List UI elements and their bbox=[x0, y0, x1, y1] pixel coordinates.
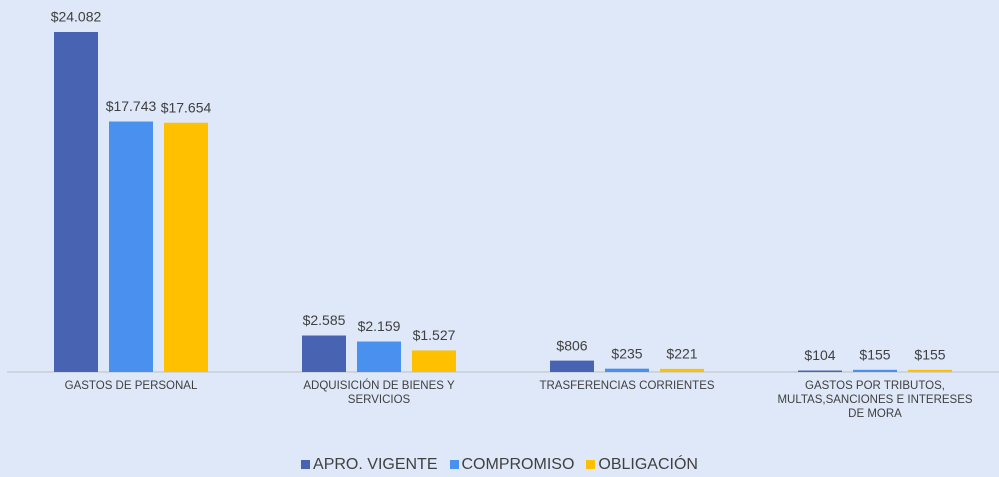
data-label: $806 bbox=[556, 337, 587, 353]
legend-label: OBLIGACIÓN bbox=[598, 456, 698, 473]
bar bbox=[798, 370, 842, 372]
data-label: $17.743 bbox=[106, 98, 157, 114]
bar bbox=[54, 32, 98, 372]
x-tick-label: GASTOS DE PERSONAL bbox=[64, 380, 198, 392]
bar bbox=[605, 368, 649, 372]
legend-item: COMPROMISO bbox=[449, 456, 575, 474]
legend-swatch bbox=[301, 460, 311, 469]
legend-swatch bbox=[449, 460, 459, 469]
data-label: $155 bbox=[859, 347, 890, 363]
bar bbox=[908, 369, 952, 372]
bar bbox=[109, 121, 153, 372]
data-label: $221 bbox=[666, 346, 697, 362]
data-label: $155 bbox=[914, 347, 945, 363]
legend-swatch bbox=[586, 460, 596, 469]
bar bbox=[660, 368, 704, 372]
legend-label: APRO. VIGENTE bbox=[313, 456, 438, 473]
data-label: $1.527 bbox=[413, 327, 456, 343]
legend-item: OBLIGACIÓN bbox=[586, 456, 698, 474]
legend-item: APRO. VIGENTE bbox=[301, 456, 438, 474]
bar bbox=[412, 350, 456, 372]
bar bbox=[550, 360, 594, 372]
data-label: $235 bbox=[611, 345, 642, 361]
bar bbox=[853, 369, 897, 372]
legend-label: COMPROMISO bbox=[461, 456, 575, 473]
data-label: $2.585 bbox=[303, 312, 346, 328]
data-label: $24.082 bbox=[51, 9, 102, 25]
bar bbox=[357, 341, 401, 372]
data-label: $2.159 bbox=[358, 318, 401, 334]
x-tick-label: GASTOS POR TRIBUTOS, MULTAS,SANCIONES E … bbox=[777, 380, 973, 420]
bar bbox=[164, 122, 208, 372]
data-label: $17.654 bbox=[161, 99, 212, 115]
x-tick-label: ADQUISICIÓN DE BIENES Y SERVICIOS bbox=[303, 380, 455, 406]
x-tick-label: TRASFERENCIAS CORRIENTES bbox=[539, 380, 715, 392]
bar bbox=[302, 335, 346, 372]
data-label: $104 bbox=[804, 347, 835, 363]
legend: APRO. VIGENTE COMPROMISO OBLIGACIÓN bbox=[0, 456, 999, 474]
